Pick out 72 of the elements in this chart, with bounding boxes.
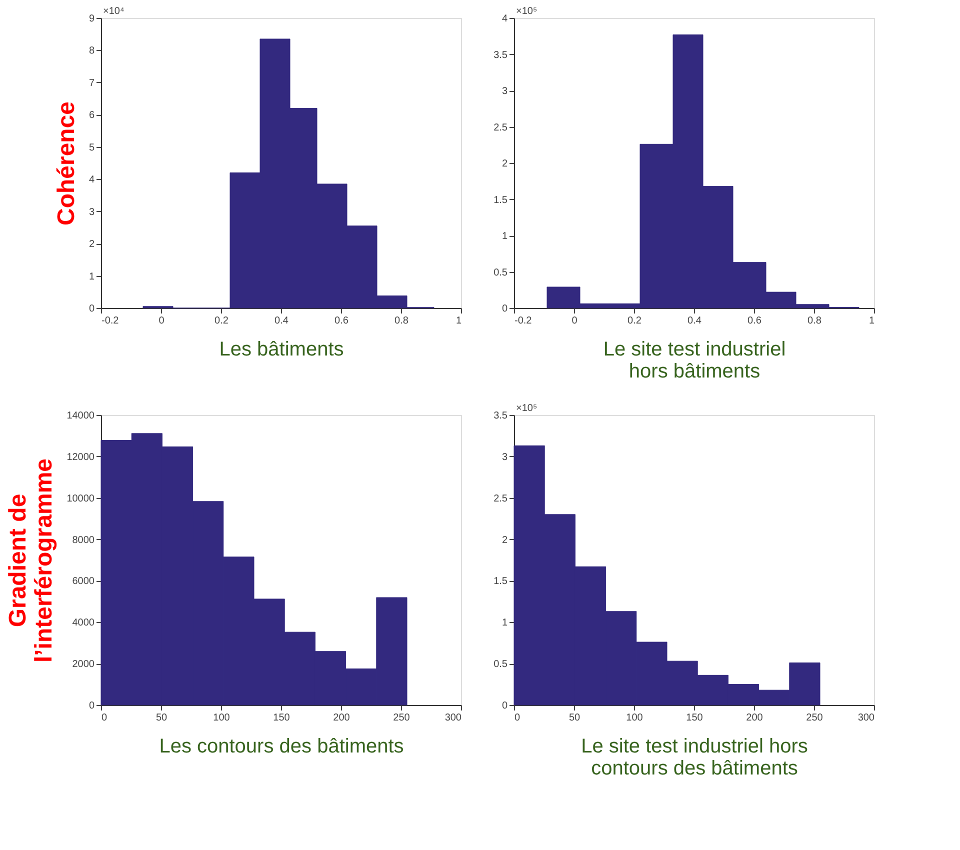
x-tick-label: 0.8 bbox=[394, 316, 409, 326]
x-tick-label: 0.8 bbox=[808, 316, 822, 326]
x-axis-title: Le site test industriel hors bâtiments bbox=[603, 338, 786, 382]
y-tick-label: 0 bbox=[88, 700, 95, 712]
y-tick-label: 5 bbox=[88, 142, 95, 154]
x-tick-label: 0.2 bbox=[214, 316, 229, 326]
y-axis-title: Gradient de l’interférogramme bbox=[4, 458, 58, 663]
y-tick-label: 4 bbox=[88, 174, 95, 186]
x-tick-label: 150 bbox=[686, 712, 704, 724]
text: ×10⁴ bbox=[103, 6, 124, 17]
x-tick-label: 0.6 bbox=[334, 316, 349, 326]
x-tick-label: 200 bbox=[746, 712, 764, 724]
y-tick-label: 9 bbox=[88, 14, 95, 24]
x-axis-title: Le site test industriel hors contours des bâtiments bbox=[581, 736, 808, 780]
y-tick-label: 2000 bbox=[72, 659, 95, 670]
x-tick-label: -0.2 bbox=[102, 316, 120, 326]
y-tick-label: 3.5 bbox=[494, 50, 508, 61]
y-tick-label: 8000 bbox=[72, 534, 95, 546]
y-tick-label: 0.5 bbox=[494, 267, 508, 278]
y-tick-label: 1.5 bbox=[494, 576, 508, 588]
x-tick-label: 250 bbox=[393, 712, 410, 724]
x-tick-label: 50 bbox=[568, 712, 580, 724]
y-tick-label: 0.5 bbox=[494, 659, 508, 670]
x-tick-label: 0.6 bbox=[748, 316, 762, 326]
y-tick-label: 0 bbox=[502, 304, 508, 314]
x-tick-label: 0 bbox=[572, 316, 578, 326]
x-tick-label: 0.2 bbox=[628, 316, 642, 326]
y-tick-label: 0 bbox=[88, 304, 95, 314]
y-tick-label: 14000 bbox=[66, 410, 95, 422]
y-tick-label: 3 bbox=[502, 452, 508, 463]
y-tick-label: 2.5 bbox=[494, 122, 508, 134]
y-tick-label: 1 bbox=[88, 271, 95, 282]
y-tick-label: 8 bbox=[88, 46, 95, 57]
x-tick-label: 0.4 bbox=[688, 316, 702, 326]
x-tick-label: 300 bbox=[444, 712, 462, 724]
y-tick-label: 2 bbox=[502, 158, 508, 170]
y-tick-label: 2 bbox=[502, 534, 508, 546]
y-tick-label: 1 bbox=[502, 618, 508, 629]
y-tick-label: 1 bbox=[502, 231, 508, 242]
y-tick-label: 2 bbox=[88, 239, 95, 250]
y-tick-label: 6000 bbox=[72, 576, 95, 588]
x-tick-label: -0.2 bbox=[514, 316, 532, 326]
x-tick-label: 100 bbox=[213, 712, 230, 724]
y-tick-label: 2.5 bbox=[494, 493, 508, 504]
x-tick-label: 250 bbox=[806, 712, 824, 724]
y-tick-label: 3.5 bbox=[494, 410, 508, 422]
y-axis-title: Cohérence bbox=[52, 101, 80, 226]
text: ×10⁵ bbox=[516, 6, 538, 17]
y-tick-label: 1.5 bbox=[494, 194, 508, 206]
x-tick-label: 0 bbox=[514, 712, 520, 724]
x-tick-label: 150 bbox=[273, 712, 290, 724]
y-tick-label: 12000 bbox=[66, 452, 95, 463]
x-tick-label: 100 bbox=[626, 712, 644, 724]
y-tick-label: 4 bbox=[502, 14, 508, 24]
x-tick-label: 50 bbox=[156, 712, 168, 724]
y-tick-label: 3 bbox=[88, 206, 95, 218]
y-tick-label: 7 bbox=[88, 78, 95, 89]
y-tick-label: 6 bbox=[88, 110, 95, 122]
x-tick-label: 1 bbox=[456, 316, 462, 326]
x-tick-label: 200 bbox=[333, 712, 350, 724]
text: ×10⁵ bbox=[516, 403, 538, 414]
x-axis-title: Les contours des bâtiments bbox=[159, 736, 404, 758]
y-tick-label: 3 bbox=[502, 86, 508, 97]
x-tick-label: 300 bbox=[858, 712, 875, 724]
x-axis-title: Les bâtiments bbox=[219, 338, 344, 360]
y-tick-label: 0 bbox=[502, 700, 508, 712]
x-tick-label: 0.4 bbox=[274, 316, 289, 326]
y-tick-label: 10000 bbox=[66, 493, 95, 504]
x-tick-label: 1 bbox=[868, 316, 875, 326]
y-tick-label: 4000 bbox=[72, 618, 95, 629]
x-tick-label: 0 bbox=[158, 316, 165, 326]
x-tick-label: 0 bbox=[102, 712, 108, 724]
